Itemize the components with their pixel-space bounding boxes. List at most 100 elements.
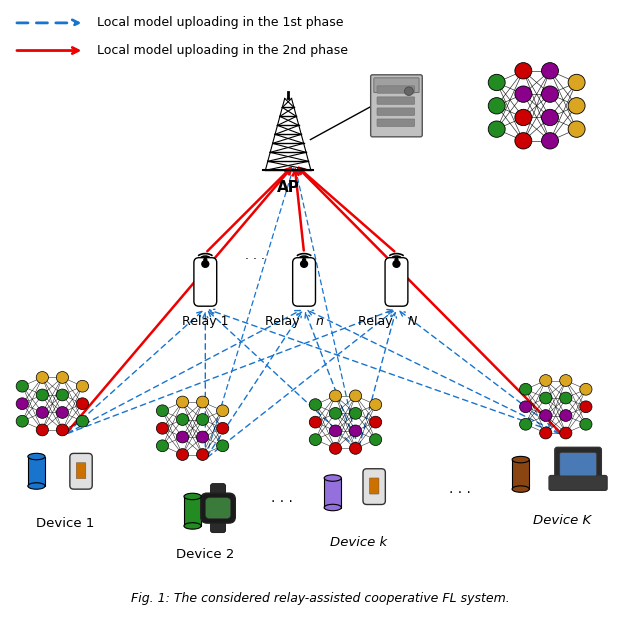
FancyBboxPatch shape [292, 258, 316, 306]
Circle shape [16, 415, 28, 427]
Circle shape [301, 260, 307, 267]
Circle shape [156, 405, 168, 416]
Circle shape [515, 86, 532, 102]
Circle shape [177, 413, 189, 425]
FancyBboxPatch shape [371, 75, 422, 137]
Text: Relay 1: Relay 1 [182, 315, 228, 328]
Circle shape [395, 259, 398, 261]
Circle shape [196, 396, 209, 408]
Ellipse shape [28, 482, 45, 489]
FancyBboxPatch shape [377, 86, 415, 93]
Text: Device 2: Device 2 [176, 548, 234, 561]
Circle shape [56, 389, 68, 401]
Text: Device k: Device k [330, 536, 387, 549]
Text: . . .: . . . [244, 249, 265, 262]
Circle shape [540, 375, 552, 386]
Circle shape [560, 375, 572, 386]
Circle shape [330, 442, 342, 454]
Circle shape [309, 399, 321, 410]
Circle shape [330, 407, 342, 420]
FancyBboxPatch shape [201, 493, 236, 523]
FancyBboxPatch shape [369, 478, 379, 494]
Bar [512, 460, 529, 489]
Circle shape [177, 431, 189, 443]
Text: Fig. 1: The considered relay-assisted cooperative FL system.: Fig. 1: The considered relay-assisted co… [131, 592, 509, 605]
Circle shape [56, 424, 68, 436]
FancyBboxPatch shape [549, 476, 607, 491]
Circle shape [560, 392, 572, 404]
Circle shape [309, 434, 321, 445]
Circle shape [580, 401, 592, 413]
Circle shape [16, 380, 28, 392]
Circle shape [515, 133, 532, 149]
Ellipse shape [28, 453, 45, 460]
FancyBboxPatch shape [211, 514, 226, 532]
FancyBboxPatch shape [211, 484, 226, 502]
Circle shape [541, 133, 559, 149]
Circle shape [580, 383, 592, 395]
Circle shape [349, 442, 362, 454]
FancyBboxPatch shape [560, 453, 596, 476]
Text: N: N [376, 315, 417, 328]
Circle shape [520, 401, 532, 413]
Circle shape [520, 383, 532, 395]
Ellipse shape [184, 523, 201, 529]
Circle shape [404, 87, 413, 96]
Circle shape [369, 416, 381, 428]
Ellipse shape [512, 486, 529, 492]
Text: Device 1: Device 1 [36, 517, 94, 531]
Circle shape [216, 405, 228, 416]
Circle shape [515, 63, 532, 79]
Circle shape [309, 416, 321, 428]
Circle shape [568, 121, 585, 138]
Text: AP: AP [276, 180, 300, 194]
Circle shape [560, 427, 572, 439]
FancyBboxPatch shape [70, 453, 92, 489]
Text: . . .: . . . [449, 482, 471, 496]
FancyBboxPatch shape [555, 447, 602, 480]
FancyBboxPatch shape [76, 463, 86, 479]
Circle shape [568, 97, 585, 114]
Circle shape [540, 410, 552, 421]
Circle shape [303, 259, 305, 261]
FancyBboxPatch shape [377, 119, 415, 126]
Circle shape [330, 390, 342, 402]
Circle shape [76, 380, 88, 392]
FancyBboxPatch shape [363, 469, 385, 505]
Circle shape [349, 425, 362, 437]
Circle shape [488, 121, 505, 138]
Circle shape [560, 410, 572, 421]
Circle shape [204, 259, 207, 261]
Circle shape [76, 398, 88, 410]
Circle shape [369, 434, 381, 445]
FancyBboxPatch shape [194, 258, 217, 306]
Circle shape [202, 260, 209, 267]
Circle shape [156, 423, 168, 434]
Circle shape [369, 399, 381, 410]
Circle shape [196, 449, 209, 460]
Text: Relay: Relay [358, 315, 396, 328]
Circle shape [76, 415, 88, 427]
Ellipse shape [512, 457, 529, 463]
FancyBboxPatch shape [385, 258, 408, 306]
Circle shape [520, 418, 532, 430]
Circle shape [16, 398, 28, 410]
Circle shape [393, 260, 400, 267]
Circle shape [56, 407, 68, 418]
FancyBboxPatch shape [205, 498, 230, 518]
Circle shape [196, 413, 209, 425]
Ellipse shape [324, 504, 341, 511]
Text: Device K: Device K [533, 514, 591, 528]
Circle shape [349, 390, 362, 402]
FancyBboxPatch shape [377, 108, 415, 115]
Circle shape [541, 63, 559, 79]
Text: Local model uploading in the 1st phase: Local model uploading in the 1st phase [97, 17, 344, 30]
Circle shape [580, 418, 592, 430]
Circle shape [36, 407, 49, 418]
Circle shape [177, 396, 189, 408]
Circle shape [541, 86, 559, 102]
FancyBboxPatch shape [374, 78, 419, 93]
FancyBboxPatch shape [377, 97, 415, 104]
Circle shape [568, 74, 585, 91]
Circle shape [216, 423, 228, 434]
